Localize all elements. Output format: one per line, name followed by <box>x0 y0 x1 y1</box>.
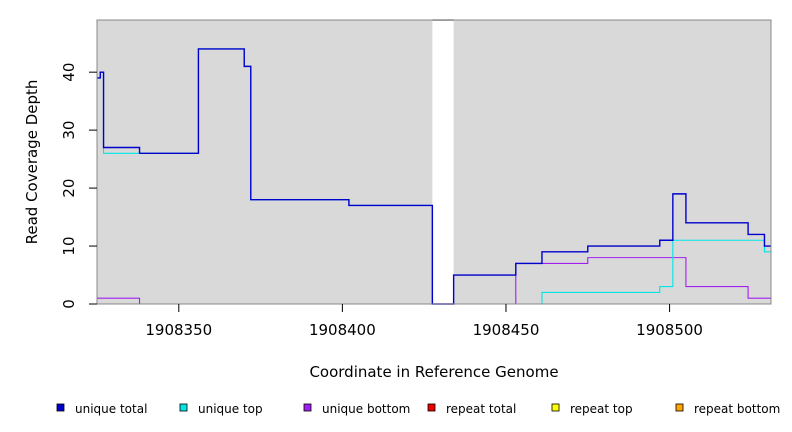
legend-swatch-repeat-total <box>427 403 436 412</box>
plot-frame <box>96 19 772 305</box>
legend-swatch-unique-total <box>56 403 65 412</box>
legend-swatch-repeat-bottom <box>675 403 684 412</box>
legend-swatch-unique-top <box>179 403 188 412</box>
y-tick-label-1: 10 <box>60 236 78 255</box>
legend-label-repeat-total: repeat total <box>446 402 516 416</box>
y-axis: 0 10 20 30 40 <box>60 63 97 309</box>
x-axis: 1908350 1908400 1908450 1908500 <box>145 304 703 339</box>
y-tick-label-2: 20 <box>60 179 78 198</box>
legend-label-repeat-top: repeat top <box>570 402 633 416</box>
x-tick-label-3: 1908500 <box>636 321 703 339</box>
legend-swatch-unique-bottom <box>303 403 312 412</box>
y-tick-label-3: 30 <box>60 121 78 140</box>
x-tick-label-2: 1908450 <box>473 321 540 339</box>
legend-label-unique-bottom: unique bottom <box>322 402 410 416</box>
gap-region-0 <box>432 21 454 304</box>
y-tick-label-0: 0 <box>60 299 78 309</box>
y-axis-label: Read Coverage Depth <box>23 80 41 245</box>
y-tick-label-4: 40 <box>60 63 78 82</box>
legend-label-unique-top: unique top <box>198 402 263 416</box>
series-line-unique-total <box>97 48 771 305</box>
x-axis-label: Coordinate in Reference Genome <box>309 363 558 381</box>
legend-swatch-repeat-top <box>551 403 560 412</box>
x-tick-label-0: 1908350 <box>145 321 212 339</box>
legend: unique total unique top unique bottom repea… <box>56 402 780 416</box>
x-tick-label-1: 1908400 <box>309 321 376 339</box>
legend-label-unique-total: unique total <box>75 402 147 416</box>
gap-regions <box>432 19 454 304</box>
legend-label-repeat-bottom: repeat bottom <box>694 402 780 416</box>
